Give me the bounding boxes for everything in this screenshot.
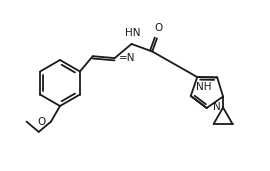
Text: HN: HN xyxy=(125,28,140,38)
Text: O: O xyxy=(38,117,46,127)
Text: N: N xyxy=(213,102,220,112)
Text: O: O xyxy=(154,23,162,33)
Text: NH: NH xyxy=(196,82,211,92)
Text: =N: =N xyxy=(119,53,135,63)
